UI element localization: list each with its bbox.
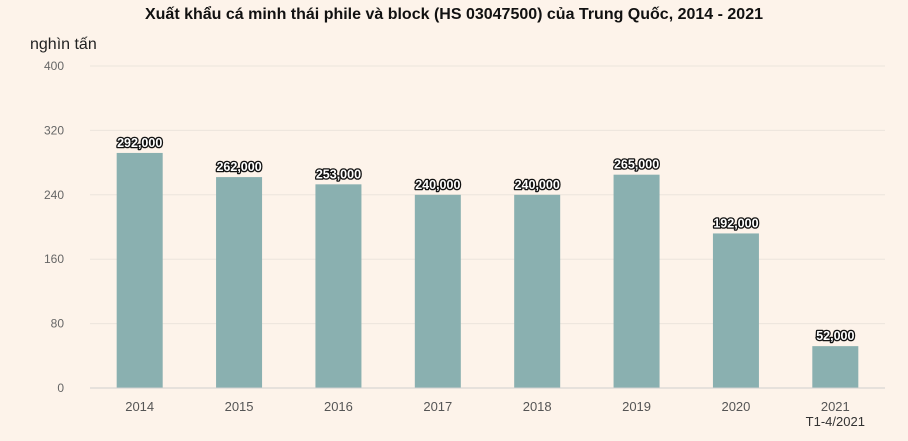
x-tick-label: 2021: [821, 399, 850, 414]
y-tick-label: 400: [44, 59, 64, 73]
data-label: 253,000: [316, 167, 361, 181]
data-labels: 292,000 262,000 253,000 240,000 240,000 265,0…: [116, 135, 856, 345]
chart-title: Xuất khẩu cá minh thái phile và block (H…: [144, 6, 763, 23]
data-label: 265,000: [614, 158, 659, 172]
x-tick-label: 2016: [324, 399, 353, 414]
gridlines: [90, 65, 885, 325]
data-label: 52,000: [816, 329, 854, 343]
data-label: 292,000: [117, 136, 162, 150]
bar: [116, 152, 163, 388]
x-tick-label: 2018: [523, 399, 552, 414]
y-tick-label: 160: [44, 252, 64, 266]
bar: [613, 174, 660, 388]
bar: [812, 346, 859, 388]
bar: [414, 194, 461, 388]
x-axis-ticks: 2014 2015 2016 2017 2018 2019 2020 2021: [125, 399, 850, 414]
bar: [514, 194, 561, 388]
bar: [315, 184, 362, 388]
data-label: 262,000: [216, 160, 261, 174]
y-tick-label: 0: [57, 381, 64, 395]
data-label: 240,000: [515, 178, 560, 192]
x-tick-label: 2014: [125, 399, 154, 414]
y-tick-label: 320: [44, 123, 64, 137]
bar: [216, 177, 263, 388]
x-tick-label: 2017: [423, 399, 452, 414]
y-tick-label: 240: [44, 188, 64, 202]
x-tick-label: 2015: [225, 399, 254, 414]
bars: [116, 152, 859, 388]
y-tick-label: 80: [51, 317, 65, 331]
y-axis-ticks: 0 80 160 240 320 400: [44, 59, 64, 395]
period-annotation: T1-4/2021: [806, 414, 865, 429]
data-label: 240,000: [415, 178, 460, 192]
x-tick-label: 2019: [622, 399, 651, 414]
data-label: 192,000: [713, 216, 758, 230]
x-tick-label: 2020: [721, 399, 750, 414]
bar: [712, 233, 759, 388]
y-axis-unit-label: nghìn tấn: [30, 36, 97, 53]
